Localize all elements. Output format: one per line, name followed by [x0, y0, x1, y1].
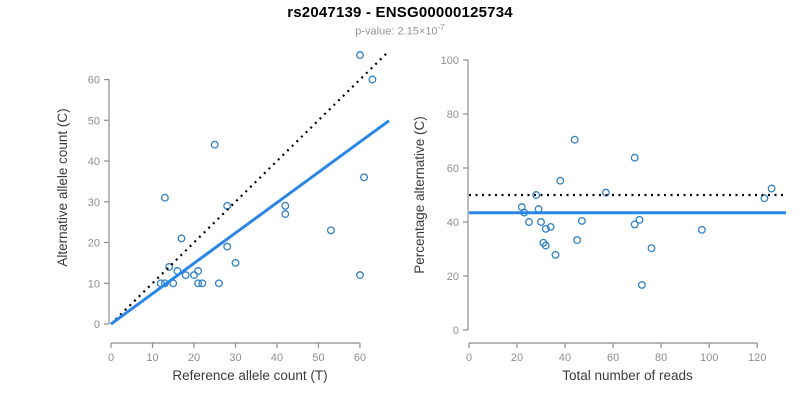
data-point — [541, 241, 550, 250]
data-point — [577, 216, 586, 225]
x-tick-label: 0 — [466, 352, 472, 364]
data-point — [767, 184, 776, 193]
data-point — [281, 201, 290, 210]
data-point — [177, 234, 186, 243]
data-point — [356, 271, 364, 280]
x-axis-title: Total number of reads — [562, 368, 693, 383]
data-point — [630, 220, 639, 229]
x-tick-label: 60 — [354, 352, 366, 364]
x-tick-label: 120 — [748, 352, 766, 364]
data-point — [210, 140, 219, 149]
p-value-times-ten: ×10 — [418, 25, 438, 38]
y-tick-label: 50 — [88, 115, 100, 127]
data-point — [570, 135, 579, 144]
data-point — [231, 258, 240, 267]
data-point — [190, 271, 198, 280]
x-axis-title: Reference allele count (T) — [172, 368, 327, 383]
data-point — [281, 210, 290, 218]
x-tick-label: 30 — [229, 352, 241, 364]
x-tick-label: 80 — [655, 352, 667, 364]
y-axis-title: Percentage alternative (C) — [412, 116, 427, 274]
x-tick-label: 40 — [271, 352, 283, 364]
x-tick-label: 40 — [559, 352, 571, 364]
left-scatter-panel: 0 10 20 30 40 50 60 0 10 20 30 40 50 60 Reference alle… — [55, 50, 390, 383]
data-point — [760, 194, 769, 203]
y-tick-label: 20 — [88, 238, 100, 250]
data-point — [537, 218, 545, 226]
y-tick-label: 60 — [88, 75, 100, 87]
data-point — [635, 215, 644, 224]
data-point — [360, 173, 369, 182]
data-point — [546, 222, 555, 231]
data-point — [160, 193, 169, 202]
y-tick-label: 40 — [447, 217, 459, 229]
x-tick-label: 0 — [108, 352, 114, 364]
data-point — [214, 279, 223, 288]
identity-line — [110, 50, 390, 325]
x-tick-label: 60 — [607, 352, 619, 364]
data-point — [551, 250, 560, 259]
data-point — [541, 224, 550, 233]
y-tick-label: 20 — [447, 271, 459, 283]
data-point — [326, 226, 335, 235]
data-point — [198, 279, 207, 288]
x-tick-label: 10 — [146, 352, 158, 364]
x-tick-label: 20 — [188, 352, 200, 364]
data-point — [697, 225, 706, 234]
data-point — [356, 51, 364, 60]
data-point — [194, 267, 203, 275]
y-tick-label: 100 — [441, 55, 459, 67]
p-value-prefix: p-value: — [355, 25, 398, 38]
y-tick-label: 0 — [94, 319, 100, 331]
y-tick-label: 60 — [447, 163, 459, 175]
data-point — [573, 236, 582, 245]
x-tick-label: 50 — [312, 352, 324, 364]
p-value-subtitle: p-value: 2.15×10-7 — [0, 23, 800, 38]
y-tick-label: 80 — [447, 109, 459, 121]
data-point — [368, 75, 377, 84]
data-point — [630, 153, 639, 162]
data-point — [181, 271, 190, 280]
data-point — [223, 201, 232, 210]
y-tick-label: 0 — [453, 325, 459, 337]
data-point — [194, 279, 203, 288]
data-point — [637, 280, 646, 289]
p-value-mantissa: 2.15 — [397, 25, 419, 38]
y-tick-label: 10 — [88, 278, 100, 290]
data-point — [165, 263, 174, 271]
y-tick-label: 40 — [88, 156, 100, 168]
fit-line — [110, 119, 390, 326]
plot-title: rs2047139 - ENSG00000125734 — [287, 4, 513, 21]
data-point — [525, 218, 533, 226]
right-scatter-panel: 0 20 40 60 80 100 120 0 20 40 60 80 100 Total number … — [412, 55, 786, 383]
data-point — [647, 244, 656, 253]
data-point — [223, 242, 232, 251]
data-point — [532, 191, 541, 199]
p-value-exponent: -7 — [437, 23, 445, 32]
y-axis-title: Alternative allele count (C) — [55, 108, 70, 266]
x-tick-label: 100 — [700, 352, 718, 364]
data-point — [556, 176, 565, 185]
x-tick-label: 20 — [511, 352, 523, 364]
y-tick-label: 30 — [88, 197, 100, 209]
